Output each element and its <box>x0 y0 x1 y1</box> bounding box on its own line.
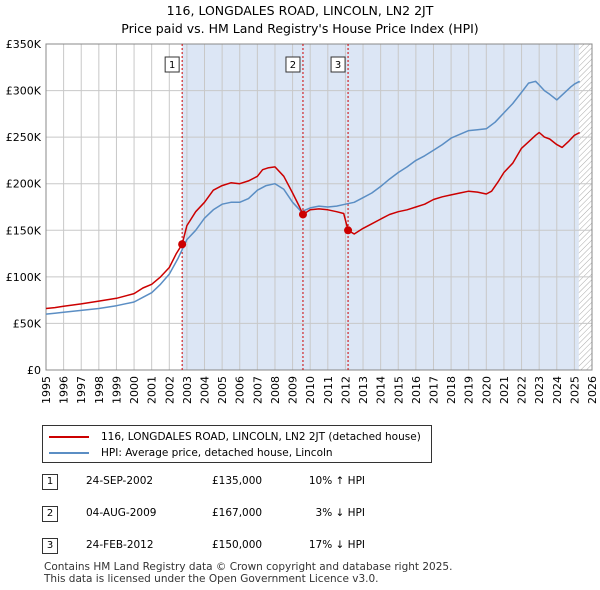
price-chart: £0 £50K £100K £150K £200K £250K £300K £350K 1995… <box>6 38 599 404</box>
x-tick-label: 2007 <box>251 376 264 404</box>
y-tick-label: £150K <box>6 224 42 237</box>
sale-price: £167,000 <box>212 507 263 519</box>
x-tick-label: 1998 <box>93 376 106 404</box>
sale-number-badge: 1 <box>42 474 58 490</box>
x-tick-label: 1995 <box>40 376 53 404</box>
legend-swatch-property <box>49 436 89 438</box>
footer-line-1: Contains HM Land Registry data © Crown c… <box>44 561 453 573</box>
x-tick-label: 2002 <box>163 376 176 404</box>
legend-label-hpi: HPI: Average price, detached house, Linc… <box>101 447 333 459</box>
sale-marker-label: 3 <box>335 60 341 71</box>
footer-line-2: This data is licensed under the Open Gov… <box>44 573 379 585</box>
chart-title: 116, LONGDALES ROAD, LINCOLN, LN2 2JT Pr… <box>0 2 600 38</box>
sale-number-badge: 2 <box>42 506 58 522</box>
sale-marker-box <box>330 56 346 73</box>
x-tick-label: 2011 <box>322 376 335 404</box>
y-tick-label: £100K <box>6 271 42 284</box>
x-tick-label: 2015 <box>392 376 405 404</box>
x-tick-label: 2008 <box>269 376 282 404</box>
x-tick-label: 2021 <box>498 376 511 404</box>
hpi-line <box>45 80 581 315</box>
x-tick-label: 2016 <box>410 376 423 404</box>
x-tick-label: 2026 <box>586 376 599 404</box>
sale-point <box>178 240 187 249</box>
x-tick-label: 2025 <box>568 376 581 404</box>
sale-hpi-delta: 10% ↑ HPI <box>308 475 365 487</box>
x-tick-label: 2022 <box>516 376 529 404</box>
x-tick-label: 2001 <box>146 376 159 404</box>
x-tick-label: 2000 <box>128 376 141 404</box>
x-tick-label: 2023 <box>533 376 546 404</box>
x-tick-label: 2004 <box>199 376 212 404</box>
table-row: 1 24-SEP-2002 £135,000 10% ↑ HPI <box>42 472 442 492</box>
footer-attribution: Contains HM Land Registry data © Crown c… <box>44 561 452 585</box>
sale-price: £135,000 <box>212 475 263 487</box>
sale-price: £150,000 <box>212 539 263 551</box>
x-tick-label: 2017 <box>427 376 440 404</box>
sale-marker-label: 1 <box>169 60 175 71</box>
legend-swatch-hpi <box>49 452 89 454</box>
sale-marker-label: 2 <box>290 60 296 71</box>
table-row: 3 24-FEB-2012 £150,000 17% ↓ HPI <box>42 536 442 556</box>
legend-label-property: 116, LONGDALES ROAD, LINCOLN, LN2 2JT (d… <box>101 431 421 443</box>
x-tick-label: 2024 <box>551 376 564 404</box>
x-tick-label: 2019 <box>463 376 476 404</box>
chart-legend: 116, LONGDALES ROAD, LINCOLN, LN2 2JT (d… <box>42 425 432 463</box>
x-tick-label: 2010 <box>304 376 317 404</box>
x-tick-label: 2009 <box>287 376 300 404</box>
x-tick-label: 2020 <box>480 376 493 404</box>
table-row: 2 04-AUG-2009 £167,000 3% ↓ HPI <box>42 504 442 524</box>
y-tick-label: £350K <box>6 38 42 51</box>
x-tick-label: 2013 <box>357 376 370 404</box>
x-tick-label: 2005 <box>216 376 229 404</box>
y-tick-label: £200K <box>6 178 42 191</box>
y-tick-label: £0 <box>27 364 41 377</box>
x-tick-label: 2012 <box>339 376 352 404</box>
title-line-1: 116, LONGDALES ROAD, LINCOLN, LN2 2JT <box>166 3 434 18</box>
x-tick-label: 1996 <box>58 376 71 404</box>
sale-hpi-delta: 17% ↓ HPI <box>308 539 365 551</box>
y-tick-label: £50K <box>13 317 42 330</box>
property-price-line <box>45 131 581 310</box>
forecast-hatched-region <box>578 44 592 370</box>
sale-point <box>344 226 353 235</box>
sale-point <box>298 210 307 219</box>
x-tick-label: 2018 <box>445 376 458 404</box>
x-tick-label: 1997 <box>75 376 88 404</box>
x-tick-label: 2014 <box>375 376 388 404</box>
title-line-2: Price paid vs. HM Land Registry's House … <box>121 21 479 36</box>
sale-date: 24-FEB-2012 <box>86 539 154 551</box>
sale-marker-box <box>164 56 180 73</box>
sale-date: 24-SEP-2002 <box>86 475 154 487</box>
x-tick-label: 2006 <box>234 376 247 404</box>
sale-date: 04-AUG-2009 <box>86 507 157 519</box>
y-tick-label: £300K <box>6 85 42 98</box>
x-tick-label: 2003 <box>181 376 194 404</box>
x-tick-label: 1999 <box>110 376 123 404</box>
sale-hpi-delta: 3% ↓ HPI <box>315 507 365 519</box>
sale-number-badge: 3 <box>42 538 58 554</box>
y-tick-label: £250K <box>6 131 42 144</box>
plot-border <box>45 43 593 371</box>
sale-marker-box <box>285 56 301 73</box>
